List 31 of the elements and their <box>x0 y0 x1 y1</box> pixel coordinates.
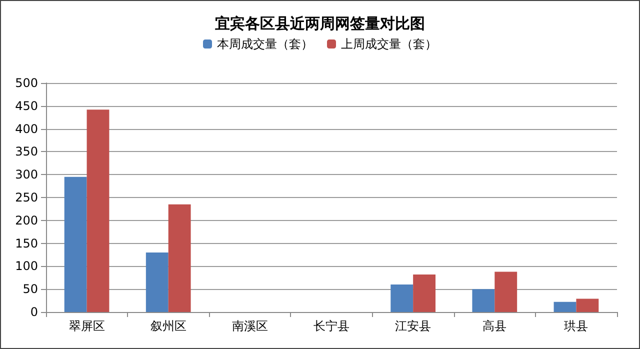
bar <box>64 176 87 312</box>
bar <box>576 298 599 312</box>
x-tick-label: 长宁县 <box>314 319 350 333</box>
x-tick-label: 叙州区 <box>150 319 186 333</box>
legend-label: 上周成交量（套） <box>341 37 437 51</box>
x-tick-label: 南溪区 <box>232 319 268 333</box>
chart-title: 宜宾各区县近两周网签量对比图 <box>215 14 425 32</box>
y-tick-label: 450 <box>15 98 38 113</box>
bar <box>494 272 518 312</box>
y-tick-label: 0 <box>30 305 38 319</box>
y-tick-label: 250 <box>15 190 38 204</box>
x-tick-label: 高县 <box>482 319 507 333</box>
x-tick-label: 江安县 <box>395 319 432 333</box>
x-tick-label: 珙县 <box>564 319 588 333</box>
y-tick-label: 150 <box>15 236 38 250</box>
y-tick-label: 400 <box>15 122 38 136</box>
bar <box>472 289 495 312</box>
bar <box>390 284 414 312</box>
x-tick-label: 翠屏区 <box>68 319 105 333</box>
y-tick-label: 500 <box>15 76 38 90</box>
y-tick-label: 300 <box>15 168 38 182</box>
bar <box>146 252 168 312</box>
y-tick-label: 200 <box>15 213 38 228</box>
y-tick-label: 100 <box>15 259 38 274</box>
legend-label: 本周成交量（套） <box>217 37 313 51</box>
y-tick-label: 50 <box>22 282 38 296</box>
bar <box>413 274 436 312</box>
bar <box>168 204 191 312</box>
y-tick-label: 350 <box>15 144 38 159</box>
bar <box>86 110 110 312</box>
bar <box>554 302 576 312</box>
